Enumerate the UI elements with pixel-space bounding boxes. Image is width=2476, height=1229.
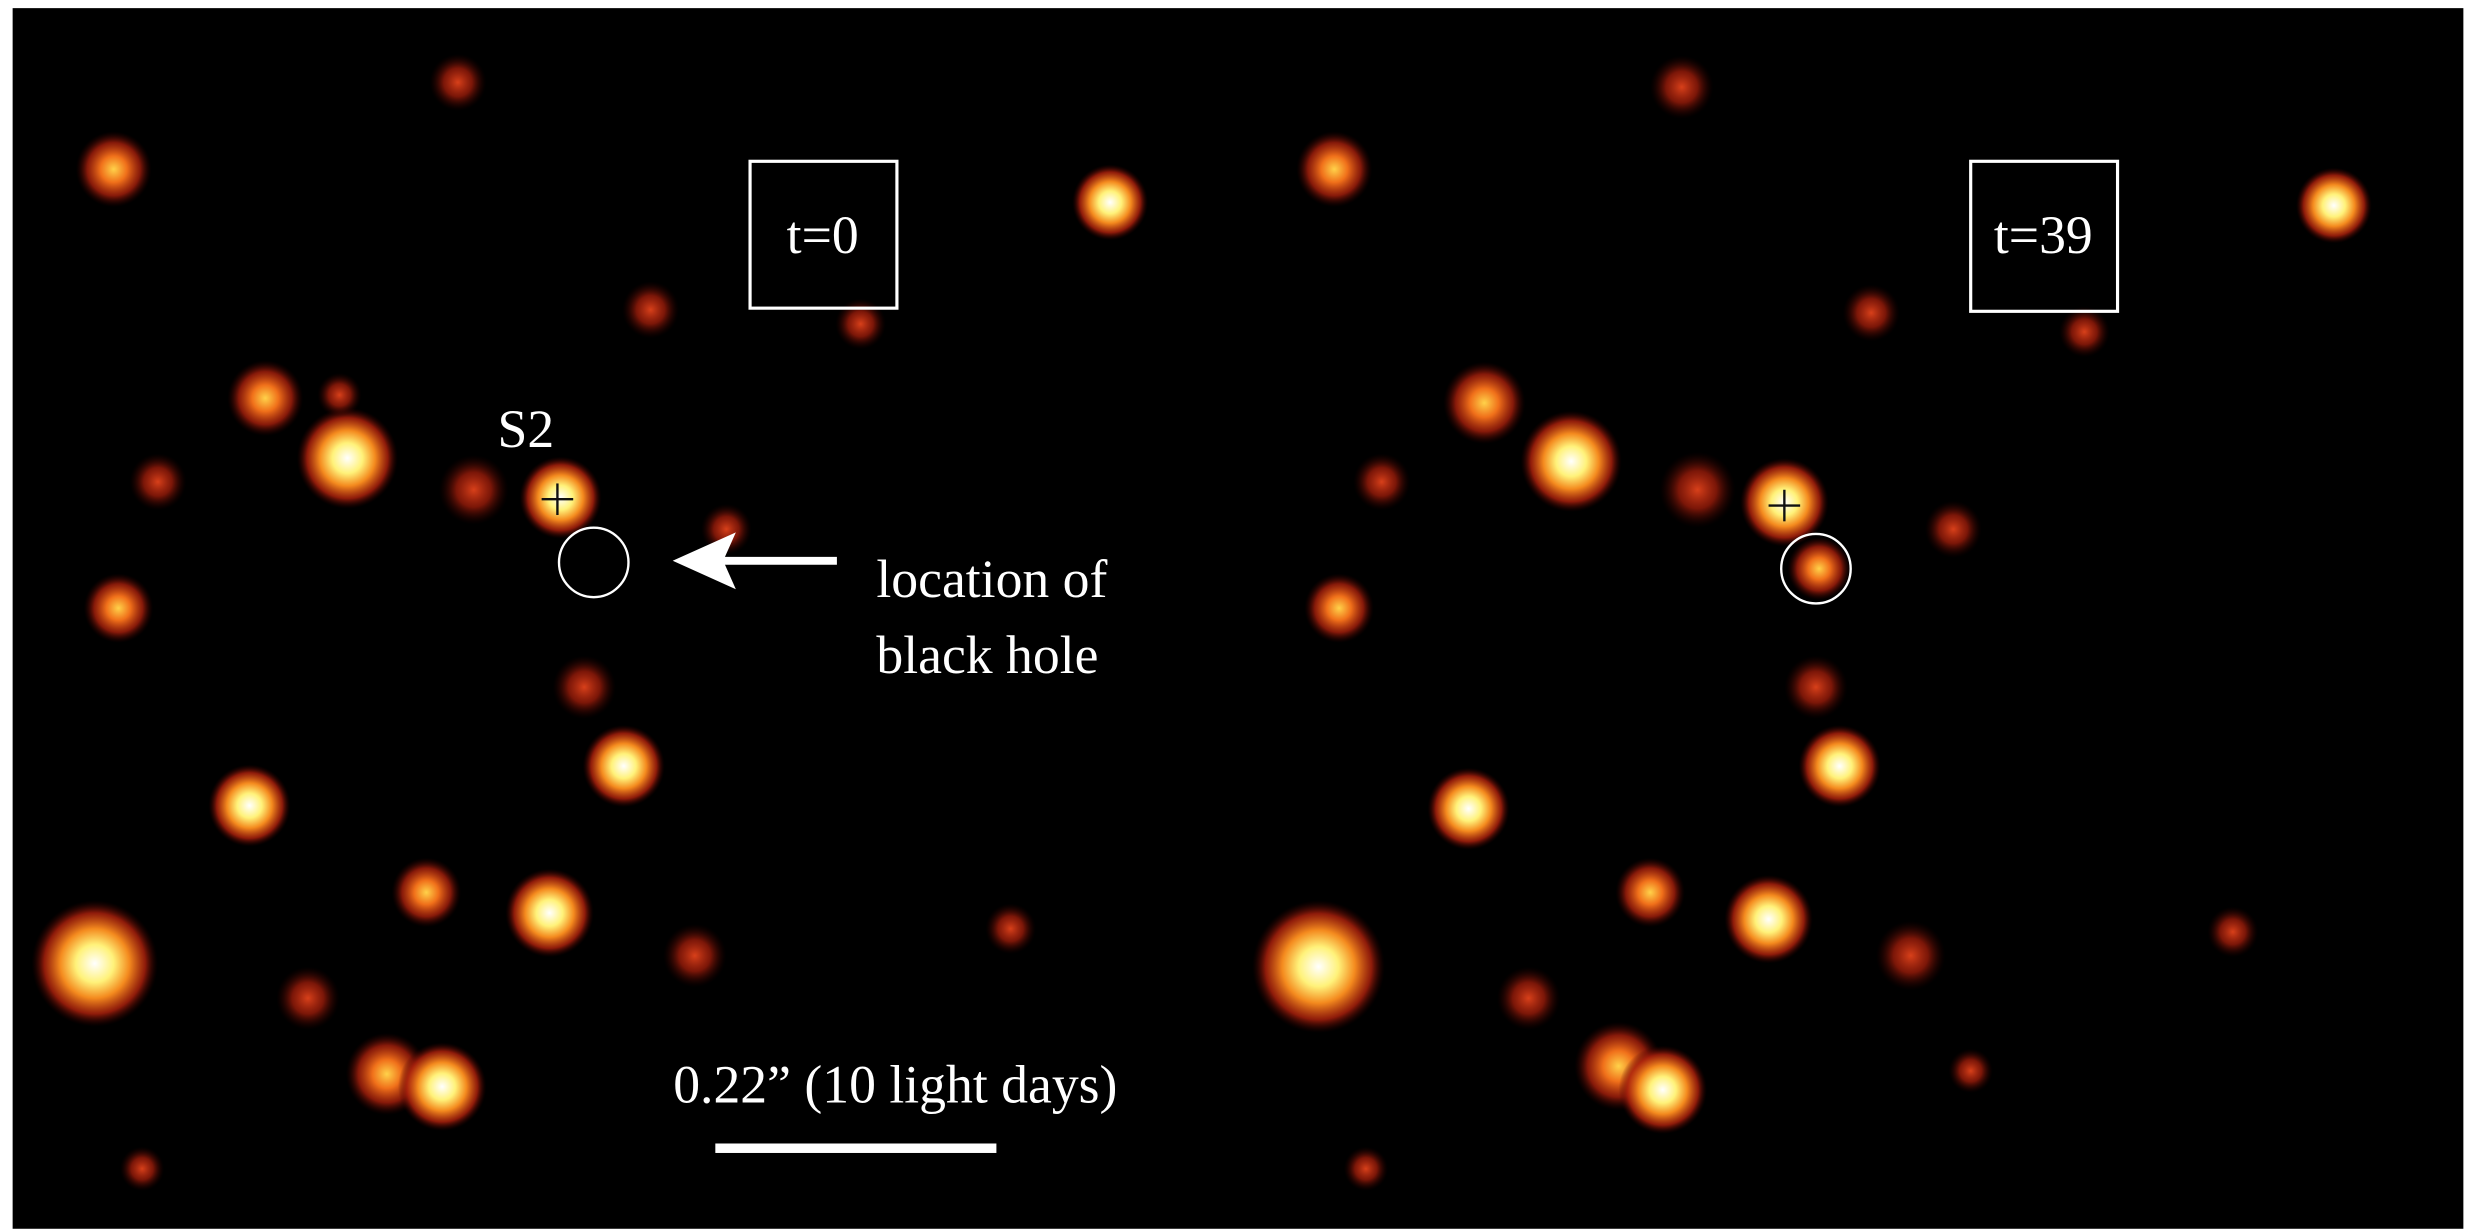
page: t=0 S2 location of black hole 0.22” (10 …: [0, 0, 2476, 1229]
star: [1353, 453, 1410, 510]
pointer-text: black hole: [876, 625, 1098, 685]
star: [985, 903, 1036, 954]
star: [1784, 656, 1847, 719]
pointer-text: location of: [876, 549, 1107, 609]
star: [505, 869, 593, 957]
star: [1072, 164, 1148, 240]
time-label: t=0: [787, 205, 859, 265]
star: [1344, 1147, 1388, 1191]
star: [583, 725, 665, 807]
star: [32, 900, 158, 1026]
star: [2208, 907, 2259, 958]
star: [1615, 858, 1684, 927]
star: [1619, 1046, 1707, 1134]
star: [227, 360, 303, 436]
star-label: S2: [497, 399, 554, 459]
star: [84, 573, 153, 642]
star: [835, 299, 886, 350]
star: [1443, 362, 1525, 444]
star: [76, 131, 152, 207]
star: [1650, 56, 1713, 119]
star: [317, 373, 361, 417]
star: [398, 1042, 486, 1130]
star: [208, 765, 290, 847]
star: [297, 408, 398, 509]
star: [1799, 725, 1881, 807]
star: [1949, 1049, 1993, 1093]
star: [1521, 411, 1622, 512]
star: [430, 54, 487, 111]
star: [1660, 452, 1736, 528]
star: [1843, 284, 1900, 341]
star: [1497, 967, 1560, 1030]
scale-label: 0.22” (10 light days): [673, 1054, 1117, 1114]
star: [663, 924, 726, 987]
star: [2296, 168, 2372, 244]
star: [439, 455, 508, 524]
star: [276, 967, 339, 1030]
star: [1304, 573, 1373, 642]
star: [1252, 900, 1385, 1033]
star: [1724, 875, 1812, 963]
star: [129, 453, 186, 510]
star: [520, 457, 602, 539]
star: [120, 1147, 164, 1191]
star: [2059, 307, 2110, 358]
image: t=0 S2 location of black hole 0.22” (10 …: [0, 0, 2476, 1229]
time-label: t=39: [1994, 205, 2093, 265]
star: [553, 656, 616, 719]
star: [1925, 501, 1982, 558]
star: [622, 281, 679, 338]
scale-bar: [715, 1143, 996, 1152]
star: [1876, 921, 1945, 990]
star: [1296, 131, 1372, 207]
star: [1427, 768, 1509, 850]
star: [392, 858, 461, 927]
